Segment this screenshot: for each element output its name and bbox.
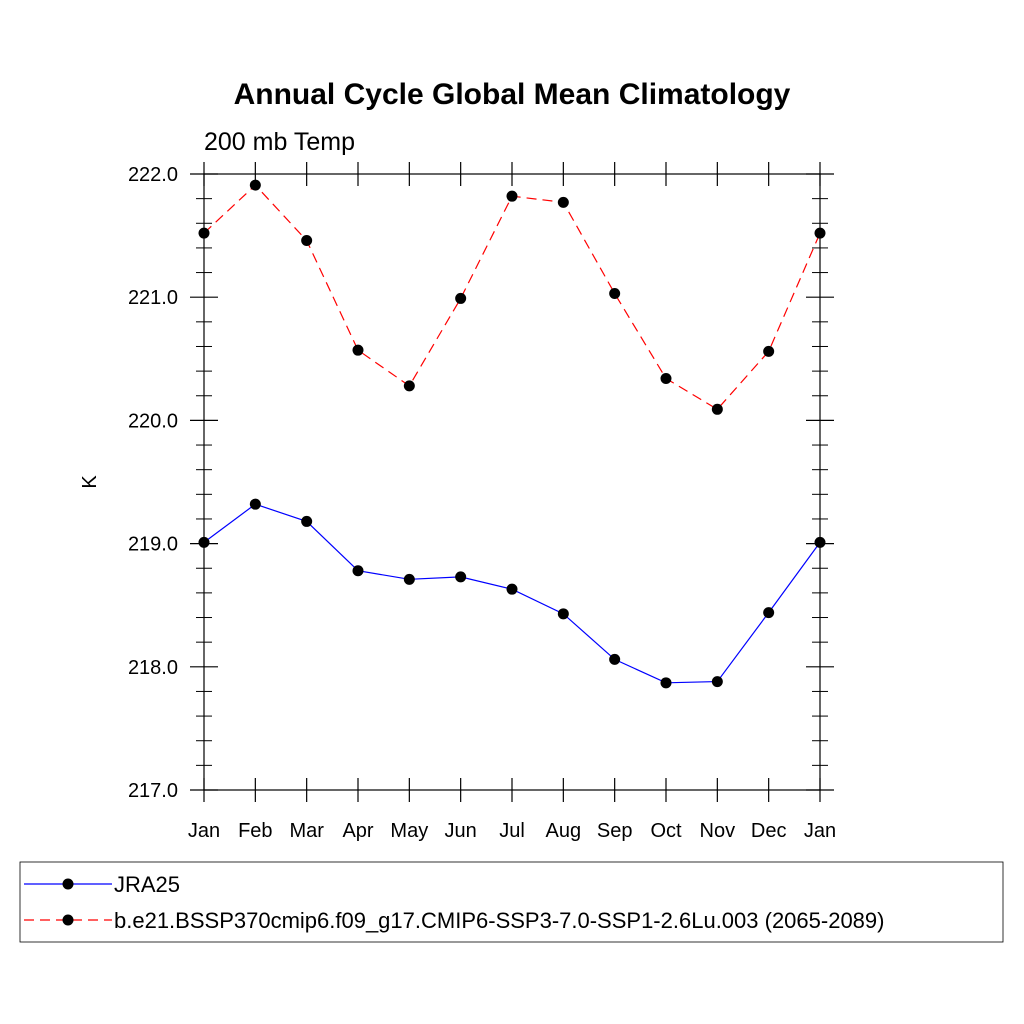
minor-ticks: [196, 198, 828, 766]
series-1-point: [609, 653, 621, 665]
legend-marker-2: [62, 914, 74, 926]
x-tick-label: Aug: [546, 820, 582, 842]
x-tick-label: Nov: [700, 820, 736, 842]
series-2-point: [814, 227, 826, 239]
x-tick-label: Jul: [499, 820, 525, 842]
series-1-point: [506, 583, 518, 595]
series-2-point: [660, 373, 672, 385]
x-axis-ticks: Jan Feb Mar Apr May Jun Jul Aug Sep Oct Nov Dec Jan: [188, 162, 836, 842]
x-tick-label: Dec: [751, 820, 787, 842]
y-tick-label: 222.0: [128, 164, 178, 186]
x-tick-label: Feb: [238, 820, 272, 842]
legend-entry-1: JRA25: [114, 872, 180, 897]
series-1-point: [455, 571, 467, 583]
series-2-point: [198, 227, 210, 239]
series-2-point: [301, 235, 313, 247]
series-1-point: [711, 676, 723, 688]
x-tick-label: Sep: [597, 820, 633, 842]
series-line-2: [203, 184, 821, 411]
plot-frame: [203, 173, 821, 791]
y-axis-ticks: 217.0 218.0 219.0 220.0 221.0 222.0: [128, 164, 834, 802]
series-2-point: [609, 288, 621, 300]
series-1-point: [249, 498, 261, 510]
x-tick-label: Jan: [188, 820, 220, 842]
y-tick-label: 218.0: [128, 657, 178, 679]
legend-box: [19, 861, 1004, 943]
series-2-point: [557, 196, 569, 208]
x-tick-label: May: [390, 820, 428, 842]
chart-title: Annual Cycle Global Mean Climatology: [234, 78, 791, 111]
y-tick-label: 220.0: [128, 410, 178, 432]
series-2-point: [249, 179, 261, 191]
y-axis-label: K: [79, 475, 101, 489]
legend: JRA25 b.e21.BSSP370cmip6.f09_g17.CMIP6-SS…: [24, 872, 884, 933]
series-1-point: [557, 608, 569, 620]
y-tick-label: 217.0: [128, 780, 178, 802]
series-2-point: [711, 403, 723, 415]
series-2-point: [455, 292, 467, 304]
x-tick-label: Oct: [650, 820, 682, 842]
x-tick-label: Jun: [445, 820, 477, 842]
legend-entry-2: b.e21.BSSP370cmip6.f09_g17.CMIP6-SSP3-7.…: [114, 908, 884, 933]
series-1-point: [352, 565, 364, 577]
x-tick-label: Apr: [342, 820, 373, 842]
series-1-point: [301, 515, 313, 527]
series-1-point: [814, 536, 826, 548]
series-2-point: [763, 345, 775, 357]
series-2-point: [506, 190, 518, 202]
series-layer: [198, 179, 826, 689]
series-1-point: [660, 677, 672, 689]
y-tick-label: 219.0: [128, 534, 178, 556]
series-1-point: [198, 536, 210, 548]
legend-marker-1: [62, 878, 74, 890]
series-2-point: [403, 380, 415, 392]
x-tick-label: Jan: [804, 820, 836, 842]
series-1-point: [763, 607, 775, 619]
chart-subtitle: 200 mb Temp: [204, 128, 355, 156]
series-1-point: [403, 573, 415, 585]
y-tick-label: 221.0: [128, 287, 178, 309]
x-tick-label: Mar: [289, 820, 324, 842]
series-2-point: [352, 344, 364, 356]
